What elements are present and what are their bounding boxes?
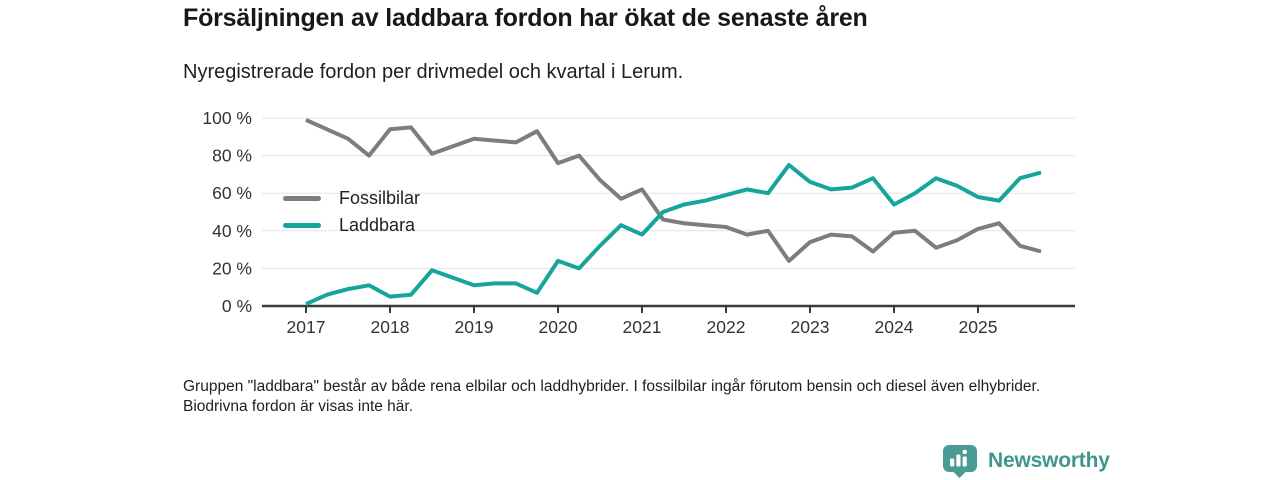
svg-text:80 %: 80 %	[212, 146, 252, 166]
svg-text:20 %: 20 %	[212, 258, 252, 278]
legend-label: Fossilbilar	[339, 188, 421, 208]
chart-footnote: Gruppen "laddbara" består av både rena e…	[183, 378, 1041, 415]
svg-text:2019: 2019	[455, 317, 494, 337]
legend-label: Laddbara	[339, 215, 416, 235]
legend-line-swatch-gray	[283, 196, 321, 201]
legend-item-fossilbilar: Fossilbilar	[283, 185, 420, 212]
chart-legend: Fossilbilar Laddbara	[283, 185, 420, 239]
svg-text:2023: 2023	[791, 317, 830, 337]
chart-subtitle: Nyregistrerade fordon per drivmedel och …	[183, 61, 684, 83]
svg-text:60 %: 60 %	[212, 183, 252, 203]
svg-text:100 %: 100 %	[202, 108, 252, 128]
chart-title: Försäljningen av laddbara fordon har öka…	[183, 4, 868, 32]
svg-text:2024: 2024	[875, 317, 914, 337]
legend-item-laddbara: Laddbara	[283, 212, 420, 239]
svg-text:2020: 2020	[539, 317, 578, 337]
newsworthy-wordmark: Newsworthy	[988, 449, 1110, 472]
svg-text:0 %: 0 %	[222, 296, 252, 316]
svg-text:2017: 2017	[287, 317, 326, 337]
newsworthy-pin-barchart-icon	[943, 445, 977, 478]
svg-text:2022: 2022	[707, 317, 746, 337]
trend-chart-svg: 0 % 20 % 40 % 60 % 80 % 100 % 2017 2018 2019 2020…	[202, 108, 1075, 337]
legend-line-swatch-teal	[283, 223, 321, 228]
line-chart: 0 % 20 % 40 % 60 % 80 % 100 % 2017 2018 2019 2020…	[180, 100, 1090, 350]
svg-text:2018: 2018	[371, 317, 410, 337]
svg-text:40 %: 40 %	[212, 221, 252, 241]
newsworthy-logo: Newsworthy	[941, 444, 1110, 478]
svg-text:2025: 2025	[959, 317, 998, 337]
svg-text:2021: 2021	[623, 317, 662, 337]
